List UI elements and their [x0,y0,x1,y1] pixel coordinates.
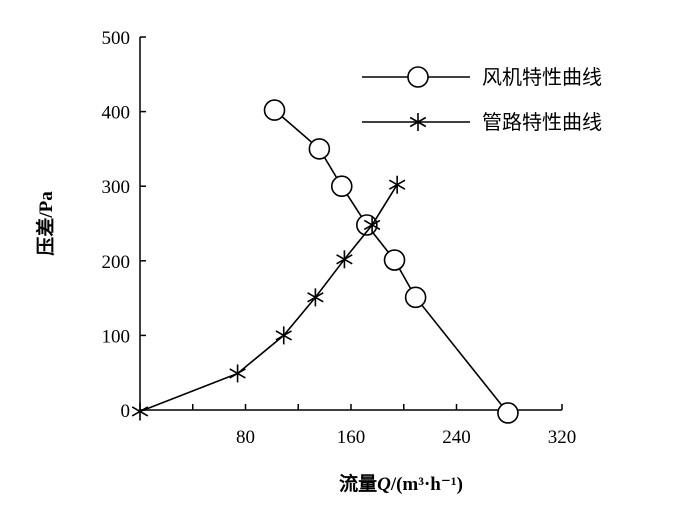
legend-marker [409,113,427,131]
data-point [388,175,406,194]
legend-item-2: 管路特性曲线 [362,110,602,134]
marker-stroke [275,330,292,341]
data-point [275,326,292,345]
x-axis-title-prefix: 流量 [339,472,377,495]
marker-stroke [307,292,324,303]
data-point [383,249,406,271]
data-point [308,138,331,160]
data-point [307,288,324,307]
data-point [330,175,353,197]
y-tick-label: 300 [102,177,131,198]
legend-item-1: 风机特性曲线 [362,65,602,89]
x-axis-title: 流量Q/(m³·h⁻¹) [339,472,463,495]
series-layer [131,99,519,424]
x-tick-label: 320 [548,427,577,448]
x-tick-label: 80 [236,427,255,448]
data-point [497,402,519,424]
x-axis-title-variable: Q [377,474,391,495]
marker-stroke [229,368,246,379]
data-point [363,215,381,234]
y-tick-label: 400 [102,103,131,124]
series-1 [263,99,519,424]
data-point [263,99,286,121]
y-tick-label: 200 [102,252,131,273]
legend-label: 风机特性曲线 [482,65,602,89]
y-axis-title: 压差/Pa [34,191,57,256]
y-tick-label: 500 [102,28,131,49]
marker-stroke [131,406,149,417]
x-tick-label: 160 [337,427,366,448]
data-point [229,364,246,383]
legend-marker [407,66,429,88]
y-tick-label: 100 [102,326,131,347]
y-tick-label: 0 [121,401,131,422]
axes: 0 100 200 300 400 500 80 160 240 320 [102,28,577,448]
x-axis-title-unit: /(m³·h⁻¹) [390,474,463,495]
data-point [404,286,427,309]
series-2 [131,175,406,421]
marker-stroke [336,254,353,265]
x-tick-label: 240 [442,427,471,448]
legend-label: 管路特性曲线 [482,110,602,134]
data-point [131,402,149,421]
marker-stroke [388,179,406,190]
marker-stroke [409,116,427,128]
marker-stroke [363,219,381,231]
data-point [336,250,353,269]
